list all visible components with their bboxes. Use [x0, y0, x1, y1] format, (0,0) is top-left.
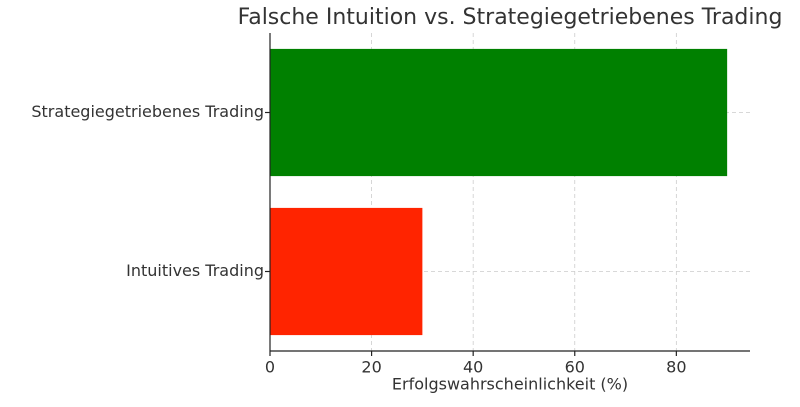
- bar: [270, 207, 423, 336]
- x-tick-label: 0: [265, 358, 275, 377]
- x-tick-label: 60: [565, 358, 585, 377]
- y-tick-label: Intuitives Trading: [126, 261, 264, 280]
- x-axis-label: Erfolgswahrscheinlichkeit (%): [392, 375, 628, 394]
- x-tick-label: 40: [463, 358, 483, 377]
- chart-title: Falsche Intuition vs. Strategiegetrieben…: [238, 5, 783, 30]
- bar: [270, 48, 728, 177]
- x-tick-label: 20: [361, 358, 381, 377]
- y-tick-label: Strategiegetriebenes Trading: [31, 102, 264, 121]
- x-tick-label: 80: [666, 358, 686, 377]
